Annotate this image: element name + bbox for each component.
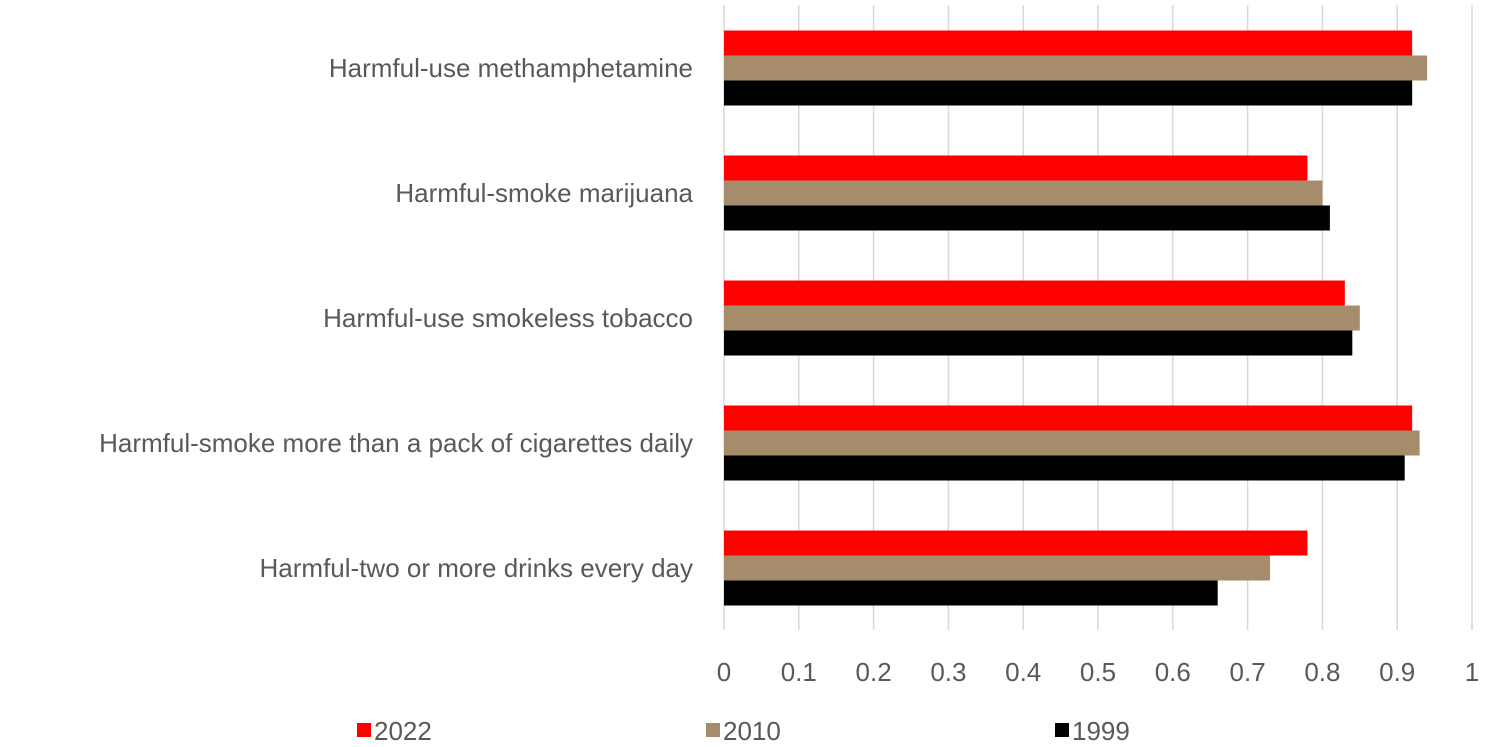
x-tick-label: 0.8 xyxy=(1304,657,1340,687)
category-label: Harmful-use smokeless tobacco xyxy=(323,303,693,333)
x-tick-label: 0 xyxy=(717,657,731,687)
bar-2010 xyxy=(724,180,1323,206)
x-tick-label: 1 xyxy=(1465,657,1479,687)
bar-1999 xyxy=(724,80,1413,106)
legend-swatch-1999 xyxy=(1055,723,1069,737)
bar-2010 xyxy=(724,305,1360,331)
category-label: Harmful-smoke marijuana xyxy=(395,178,693,208)
bars xyxy=(724,30,1428,606)
bar-1999 xyxy=(724,205,1330,231)
x-tick-label: 0.6 xyxy=(1155,657,1191,687)
bar-2010 xyxy=(724,555,1271,581)
legend-swatch-2010 xyxy=(706,723,720,737)
category-label: Harmful-use methamphetamine xyxy=(329,53,693,83)
x-tick-label: 0.7 xyxy=(1230,657,1266,687)
bar-2022 xyxy=(724,30,1413,56)
category-label: Harmful-two or more drinks every day xyxy=(260,553,693,583)
x-tick-label: 0.3 xyxy=(930,657,966,687)
x-tick-label: 0.5 xyxy=(1080,657,1116,687)
x-tick-label: 0.1 xyxy=(781,657,817,687)
x-axis-tick-labels: 0 0.1 0.2 0.3 0.4 0.5 0.6 0.7 0.8 0.9 1 xyxy=(717,657,1479,687)
legend-label-1999: 1999 xyxy=(1072,716,1130,746)
bar-2022 xyxy=(724,280,1345,306)
x-tick-label: 0.2 xyxy=(856,657,892,687)
legend-label-2022: 2022 xyxy=(374,716,432,746)
x-tick-label: 0.4 xyxy=(1005,657,1041,687)
bar-2010 xyxy=(724,430,1420,456)
bar-2022 xyxy=(724,530,1308,556)
bar-2010 xyxy=(724,55,1428,81)
bar-1999 xyxy=(724,330,1353,356)
category-label: Harmful-smoke more than a pack of cigare… xyxy=(99,428,693,458)
x-tick-label: 0.9 xyxy=(1379,657,1415,687)
bar-2022 xyxy=(724,155,1308,181)
bar-1999 xyxy=(724,580,1218,606)
legend-label-2010: 2010 xyxy=(723,716,781,746)
bar-1999 xyxy=(724,455,1405,481)
bar-2022 xyxy=(724,405,1413,431)
legend: 2022 2010 1999 xyxy=(357,716,1130,746)
legend-swatch-2022 xyxy=(357,723,371,737)
category-labels: Harmful-use methamphetamine Harmful-smoke… xyxy=(99,53,693,583)
